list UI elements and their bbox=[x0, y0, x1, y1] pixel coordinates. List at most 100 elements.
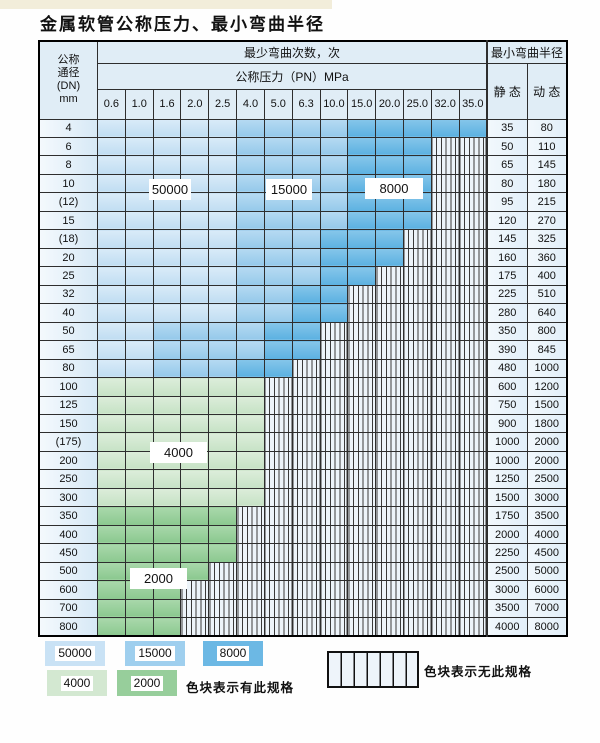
spec-cell-8000 bbox=[291, 303, 321, 323]
spec-cell-50000 bbox=[180, 284, 210, 305]
spec-cell-none bbox=[375, 413, 404, 434]
static-radius-cell: 95 bbox=[486, 192, 528, 212]
spec-cell-none bbox=[402, 266, 432, 286]
dn-cell: (12) bbox=[38, 192, 98, 212]
spec-cell-none bbox=[402, 543, 432, 563]
spec-cell-none bbox=[347, 432, 377, 452]
spec-cell-50000 bbox=[208, 284, 238, 305]
spec-cell-none bbox=[430, 506, 460, 526]
spec-cell-4000 bbox=[152, 395, 182, 416]
table-row: 50 350 800 bbox=[38, 321, 568, 342]
spec-cell-2000 bbox=[124, 543, 154, 563]
spec-cell-15000 bbox=[263, 247, 293, 268]
spec-cell-15000 bbox=[208, 358, 238, 379]
dn-cell: 600 bbox=[38, 580, 98, 600]
spec-cell-none bbox=[402, 524, 432, 545]
spec-cell-none bbox=[263, 561, 293, 582]
spec-cell-15000 bbox=[180, 358, 210, 379]
spec-cell-none bbox=[458, 617, 488, 637]
spec-cell-15000 bbox=[236, 118, 265, 138]
spec-cell-none bbox=[319, 469, 349, 489]
static-radius-cell: 175 bbox=[486, 266, 528, 286]
dn-cell: 6 bbox=[38, 136, 98, 157]
spec-cell-50000 bbox=[152, 118, 182, 138]
spec-cell-15000 bbox=[236, 192, 265, 212]
spec-cell-4000 bbox=[97, 377, 126, 397]
legend-swatch-4000: 4000 bbox=[47, 670, 107, 696]
spec-cell-none bbox=[208, 561, 238, 582]
spec-cell-15000 bbox=[236, 173, 265, 194]
table-row: 300 1500 3000 bbox=[38, 487, 568, 508]
table-row: (175) 1000 2000 bbox=[38, 432, 568, 452]
spec-cell-none bbox=[375, 524, 404, 545]
spec-cell-4000 bbox=[236, 413, 265, 434]
spec-cell-none bbox=[458, 524, 488, 545]
spec-cell-8000 bbox=[291, 321, 321, 342]
spec-cell-50000 bbox=[97, 303, 126, 323]
spec-cell-none bbox=[402, 598, 432, 619]
spec-cell-50000 bbox=[208, 210, 238, 231]
spec-cell-none bbox=[402, 358, 432, 379]
spec-cell-none bbox=[402, 617, 432, 637]
dynamic-radius-cell: 1000 bbox=[526, 358, 568, 379]
dn-cell: 50 bbox=[38, 321, 98, 342]
dynamic-radius-cell: 6000 bbox=[526, 580, 568, 600]
table-row: 20 160 360 bbox=[38, 247, 568, 268]
spec-cell-none bbox=[347, 413, 377, 434]
spec-cell-2000 bbox=[124, 617, 154, 637]
spec-cell-none bbox=[347, 303, 377, 323]
spec-cell-none bbox=[319, 561, 349, 582]
spec-cell-none bbox=[263, 506, 293, 526]
spec-cell-50000 bbox=[208, 155, 238, 175]
spec-cell-50000 bbox=[124, 173, 154, 194]
static-radius-cell: 2250 bbox=[486, 543, 528, 563]
table-row: 100 600 1200 bbox=[38, 377, 568, 397]
dn-cell: 4 bbox=[38, 118, 98, 138]
table-row: (18) 145 325 bbox=[38, 229, 568, 249]
dynamic-radius-cell: 215 bbox=[526, 192, 568, 212]
spec-cell-none bbox=[375, 598, 404, 619]
spec-cell-none bbox=[458, 155, 488, 175]
spec-cell-4000 bbox=[208, 413, 238, 434]
dynamic-radius-cell: 1800 bbox=[526, 413, 568, 434]
spec-cell-4000 bbox=[124, 487, 154, 508]
spec-cell-50000 bbox=[180, 247, 210, 268]
spec-cell-2000 bbox=[97, 506, 126, 526]
static-radius-cell: 1000 bbox=[486, 450, 528, 471]
spec-cell-none bbox=[291, 543, 321, 563]
dynamic-radius-cell: 2500 bbox=[526, 469, 568, 489]
spec-cell-4000 bbox=[152, 413, 182, 434]
spec-cell-15000 bbox=[208, 340, 238, 360]
legend-label-15000: 15000 bbox=[135, 646, 175, 661]
legend-swatch-50000: 50000 bbox=[45, 641, 105, 666]
spec-cell-50000 bbox=[97, 247, 126, 268]
legend-swatch-8000: 8000 bbox=[203, 641, 263, 666]
spec-cell-none bbox=[319, 358, 349, 379]
spec-cell-4000 bbox=[208, 487, 238, 508]
dn-cell: 125 bbox=[38, 395, 98, 416]
spec-cell-2000 bbox=[180, 543, 210, 563]
top-beige-strip bbox=[0, 0, 332, 9]
spec-cell-none bbox=[319, 377, 349, 397]
table-row: 4 35 80 bbox=[38, 118, 568, 138]
spec-cell-8000 bbox=[347, 210, 377, 231]
spec-cell-none bbox=[402, 469, 432, 489]
cycles-label-2000: 2000 bbox=[131, 569, 186, 588]
spec-cell-50000 bbox=[180, 229, 210, 249]
spec-cell-4000 bbox=[97, 469, 126, 489]
pressure-column-header: 4.0 bbox=[236, 88, 265, 120]
spec-cell-none bbox=[458, 413, 488, 434]
table-row: 32 225 510 bbox=[38, 284, 568, 305]
spec-cell-50000 bbox=[152, 155, 182, 175]
spec-cell-none bbox=[375, 340, 404, 360]
spec-cell-8000 bbox=[402, 155, 432, 175]
spec-cell-2000 bbox=[152, 543, 182, 563]
static-radius-cell: 750 bbox=[486, 395, 528, 416]
dn-cell: 40 bbox=[38, 303, 98, 323]
spec-cell-none bbox=[430, 524, 460, 545]
spec-cell-none bbox=[375, 321, 404, 342]
spec-cell-none bbox=[347, 395, 377, 416]
spec-cell-none bbox=[375, 358, 404, 379]
spec-cell-none bbox=[263, 432, 293, 452]
spec-cell-15000 bbox=[319, 136, 349, 157]
